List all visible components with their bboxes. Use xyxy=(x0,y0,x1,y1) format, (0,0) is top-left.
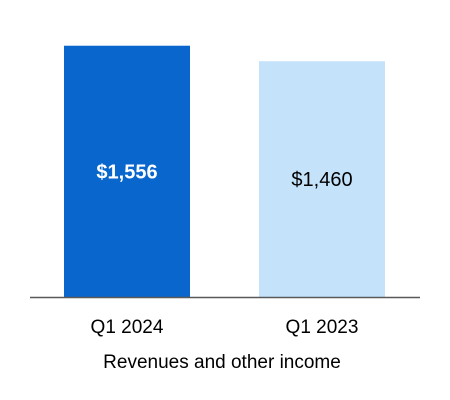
value-labels: $1,556 $1,460 xyxy=(96,161,352,191)
value-label-q1-2024: $1,556 xyxy=(96,161,157,183)
x-tick-label-q1-2023: Q1 2023 xyxy=(286,317,359,338)
bar-q1-2023 xyxy=(259,61,385,297)
x-tick-label-q1-2024: Q1 2024 xyxy=(91,317,164,338)
bar-q1-2024 xyxy=(64,45,190,298)
bars-group xyxy=(64,45,385,298)
x-tick-labels: Q1 2024 Q1 2023 xyxy=(91,317,359,338)
x-axis-title: Revenues and other income xyxy=(103,352,341,373)
value-label-q1-2023: $1,460 xyxy=(291,169,352,191)
